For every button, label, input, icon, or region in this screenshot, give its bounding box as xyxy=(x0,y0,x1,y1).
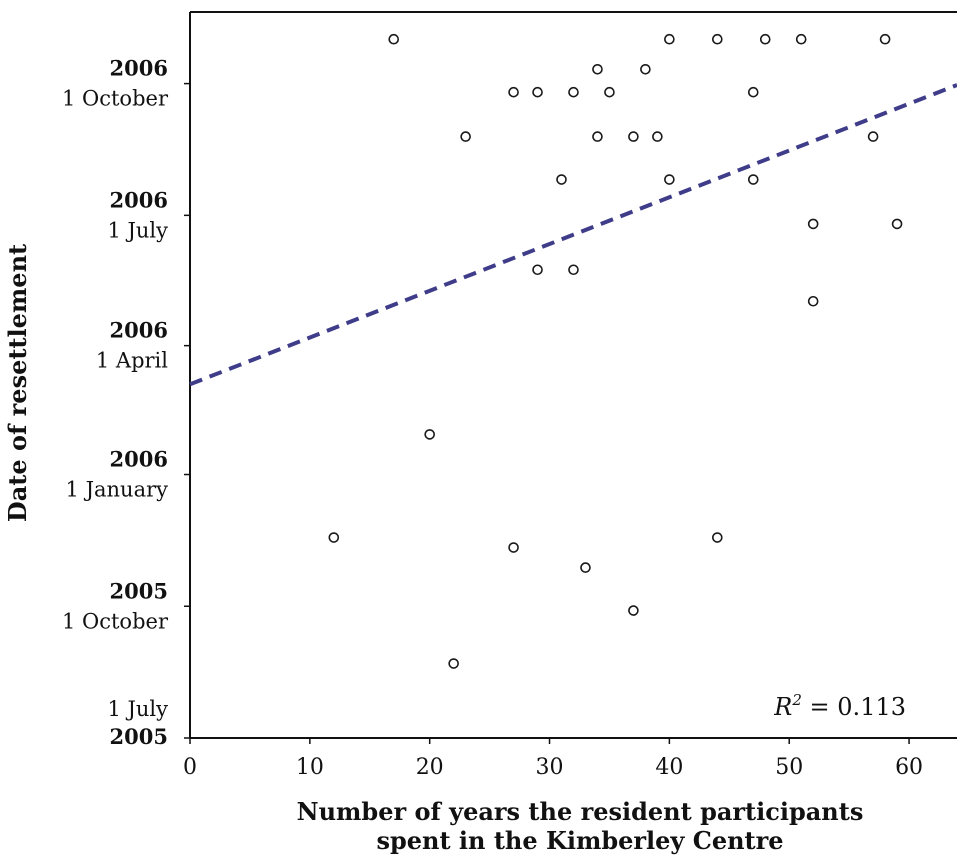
y-tick-year-label: 2006 xyxy=(110,187,168,212)
y-tick-day-label: 1 April xyxy=(96,349,168,373)
y-tick-year-label: 2005 xyxy=(110,578,168,603)
data-point xyxy=(807,295,819,307)
x-axis-title-line-2: spent in the Kimberley Centre xyxy=(376,826,783,855)
data-point xyxy=(508,542,519,553)
y-tick-year-label: 2005 xyxy=(110,724,168,749)
data-point xyxy=(388,33,400,45)
y-ticks: 2005 1 July 2005 1 October 2006 1 January 2006… xyxy=(62,56,190,749)
data-point xyxy=(568,264,579,276)
data-point xyxy=(556,174,567,185)
y-tick-year-label: 2006 xyxy=(110,447,168,472)
y-axis-title: Date of resettlement xyxy=(3,244,32,522)
y-tick-day-label: 1 October xyxy=(62,609,169,633)
data-point xyxy=(652,131,663,142)
x-tick-label: 10 xyxy=(296,755,324,780)
data-point xyxy=(640,63,651,75)
data-point xyxy=(891,218,903,230)
x-tick-label: 0 xyxy=(183,755,197,780)
data-point xyxy=(580,562,591,573)
x-tick-label: 20 xyxy=(416,755,444,780)
data-point xyxy=(807,218,819,230)
data-point xyxy=(604,86,615,98)
data-point xyxy=(592,63,603,75)
y-tick-day-label: 1 October xyxy=(62,87,169,111)
data-point xyxy=(628,131,639,142)
data-point xyxy=(448,658,459,669)
data-point xyxy=(747,86,759,98)
x-ticks: 0 10 20 30 40 50 60 xyxy=(183,738,923,780)
y-tick-day-label: 1 July xyxy=(107,697,168,721)
r-value: = 0.113 xyxy=(802,693,906,721)
data-point xyxy=(532,264,543,276)
points-group xyxy=(328,33,903,669)
data-point xyxy=(759,33,771,45)
data-point xyxy=(460,131,471,142)
x-axis-title-line-1: Number of years the resident participant… xyxy=(297,797,864,826)
x-tick-label: 60 xyxy=(895,755,923,780)
data-point xyxy=(532,86,543,98)
data-point xyxy=(424,429,435,440)
data-point xyxy=(328,532,340,543)
r-superscript: 2 xyxy=(791,691,802,709)
data-point xyxy=(795,33,807,45)
data-point xyxy=(867,131,879,142)
x-tick-label: 30 xyxy=(536,755,564,780)
y-tick-day-label: 1 January xyxy=(66,478,169,502)
data-point xyxy=(592,131,603,142)
fit-line-group xyxy=(189,83,957,387)
fit-line xyxy=(189,83,957,387)
data-point xyxy=(664,174,675,185)
r-squared-annotation: R2 = 0.113 xyxy=(773,691,906,721)
y-tick-day-label: 1 July xyxy=(107,218,168,242)
data-point xyxy=(712,532,723,543)
x-tick-label: 40 xyxy=(655,755,683,780)
data-point xyxy=(879,33,891,45)
x-tick-label: 50 xyxy=(775,755,803,780)
data-point xyxy=(628,605,639,616)
data-point xyxy=(712,33,723,45)
y-tick-year-label: 2006 xyxy=(110,318,168,343)
data-point xyxy=(508,86,519,98)
data-point xyxy=(664,33,675,45)
plot-frame xyxy=(189,11,957,739)
data-point xyxy=(747,174,759,185)
y-tick-year-label: 2006 xyxy=(110,56,168,81)
r-label: R xyxy=(773,693,792,721)
data-point xyxy=(568,86,579,98)
